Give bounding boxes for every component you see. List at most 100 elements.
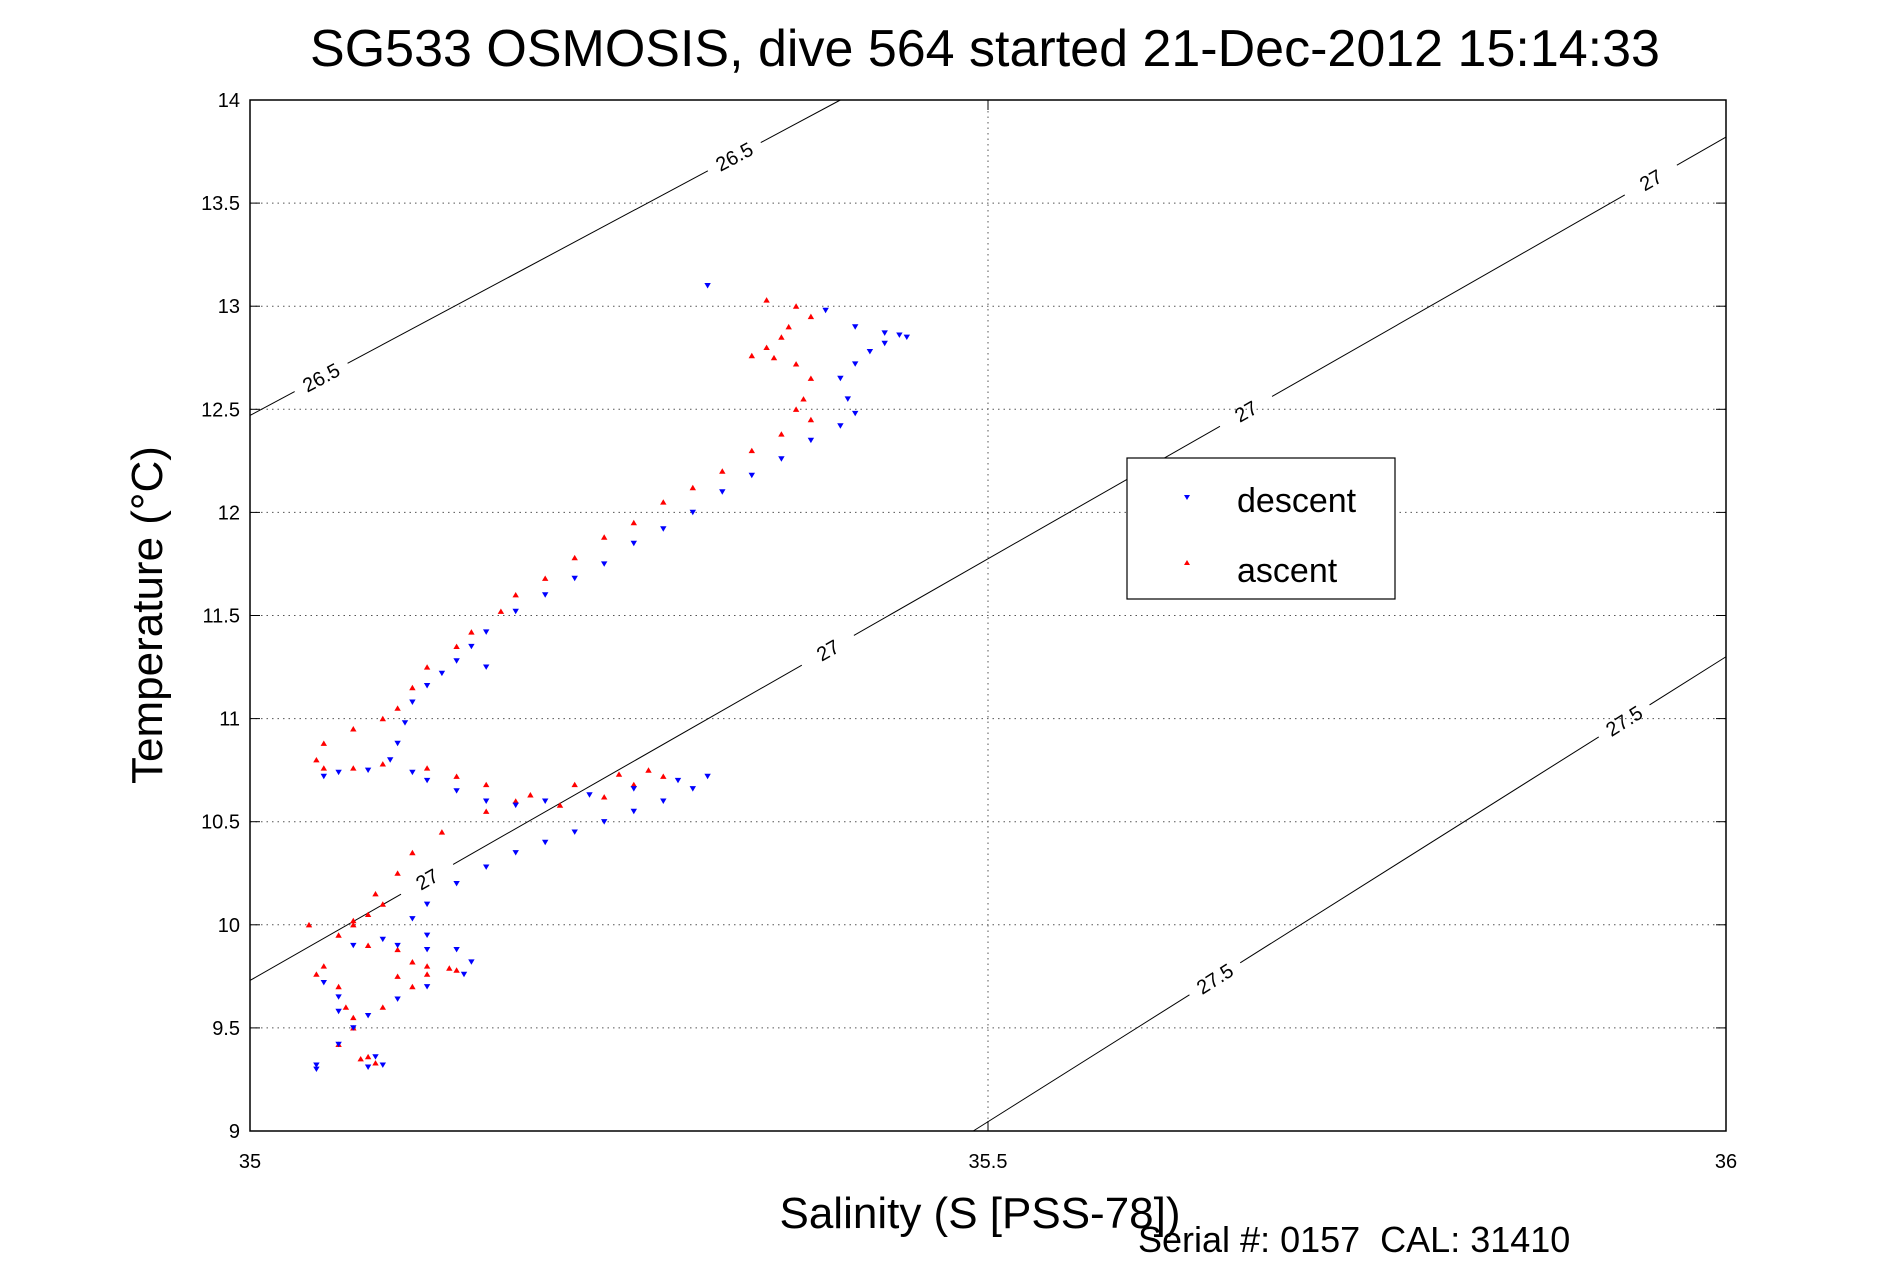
descent-point [586, 792, 593, 798]
ascent-point [512, 592, 519, 598]
density-contour-line [1649, 656, 1727, 706]
ascent-point [542, 575, 549, 581]
descent-point [453, 947, 460, 953]
ascent-point [350, 726, 357, 732]
density-contour-line [972, 994, 1190, 1132]
density-contour-line [760, 99, 841, 143]
descent-point [704, 773, 711, 780]
descent-point [807, 437, 815, 444]
descent-point [364, 1064, 372, 1070]
descent-point [394, 996, 401, 1002]
density-contour-line [347, 170, 709, 364]
descent-point [778, 456, 785, 462]
descent-point [542, 798, 549, 804]
descent-point [423, 901, 431, 908]
descent-point [852, 410, 859, 417]
data-points [305, 283, 910, 1072]
ascent-point [350, 917, 357, 924]
descent-point [409, 916, 416, 922]
descent-point [630, 540, 637, 547]
density-contour-line [452, 664, 803, 865]
y-tick-label: 12.5 [201, 399, 240, 421]
ascent-point [748, 352, 755, 359]
descent-point [896, 332, 903, 338]
ascent-point [357, 1056, 364, 1062]
y-tick-label: 11 [219, 709, 240, 731]
ascent-point [446, 965, 453, 971]
descent-point [468, 643, 475, 650]
descent-point [379, 936, 386, 943]
descent-point [866, 349, 874, 355]
ascent-point [527, 792, 534, 798]
descent-point [372, 1054, 379, 1060]
descent-point [660, 526, 667, 532]
ascent-point [800, 396, 807, 402]
descent-point [689, 786, 696, 792]
descent-point [483, 798, 490, 804]
ascent-point [571, 781, 578, 788]
descent-point [453, 658, 460, 664]
descent-point [852, 361, 859, 367]
ascent-point [468, 629, 475, 635]
ascent-point [320, 963, 327, 969]
serial-cal-footer: Serial #: 0157 CAL: 31410 [1138, 1219, 1570, 1260]
descent-point [468, 959, 475, 965]
ascent-point [379, 901, 386, 907]
descent-point [837, 375, 844, 382]
descent-point [423, 683, 431, 689]
ascent-point [350, 765, 357, 771]
ascent-point [394, 946, 401, 953]
ascent-point [394, 870, 401, 876]
y-tick-label: 11.5 [203, 606, 240, 628]
x-tick-label: 36 [1715, 1151, 1737, 1173]
ascent-point [379, 761, 386, 767]
descent-point [601, 819, 608, 825]
ascent-point [807, 375, 815, 381]
descent-point [364, 767, 372, 773]
descent-point [837, 423, 844, 429]
ascent-point [350, 1014, 357, 1021]
descent-point [350, 1025, 357, 1031]
ascent-point [409, 684, 416, 691]
descent-point [423, 947, 431, 953]
x-axis-label: Salinity (S [PSS-78]) [779, 1189, 1180, 1238]
ascent-point [483, 781, 490, 788]
ascent-point [313, 971, 320, 977]
ascent-point [342, 1004, 350, 1010]
ascent-point [689, 484, 696, 491]
y-tick-label: 14 [218, 90, 240, 112]
y-tick-label: 13 [218, 296, 240, 318]
ascent-point [660, 499, 667, 505]
ascent-point [320, 740, 327, 746]
ascent-point [512, 798, 519, 804]
ascent-point [394, 705, 401, 711]
ascent-point [379, 715, 386, 722]
descent-point [571, 829, 578, 835]
ascent-point [394, 973, 401, 979]
ascent-point [748, 447, 755, 454]
descent-point [313, 1062, 320, 1068]
y-tick-label: 12 [218, 502, 240, 524]
ascent-point [438, 829, 446, 835]
descent-point [844, 396, 851, 402]
ascent-point [453, 967, 460, 973]
y-tick-label: 9.5 [212, 1018, 240, 1040]
ascent-point [571, 554, 578, 561]
ascent-point [423, 963, 431, 969]
ascent-point [335, 932, 342, 938]
ascent-point [660, 773, 667, 779]
ascent-point [792, 406, 800, 412]
ascent-point [350, 921, 357, 928]
ascent-point [763, 297, 770, 303]
axis-ticks: 35 35.5 36 9 9.5 10 10.5 11 11.5 12 12.5 13 13.5 14 [201, 90, 1737, 1173]
descent-point [409, 769, 416, 776]
ascent-point [453, 773, 460, 779]
legend-ascent-marker [1184, 560, 1190, 565]
descent-point [394, 740, 401, 747]
descent-point [748, 472, 755, 479]
descent-point [719, 489, 726, 495]
ascent-point [778, 431, 785, 437]
descent-point [460, 971, 468, 978]
descent-point [660, 798, 667, 804]
descent-point [453, 788, 460, 794]
